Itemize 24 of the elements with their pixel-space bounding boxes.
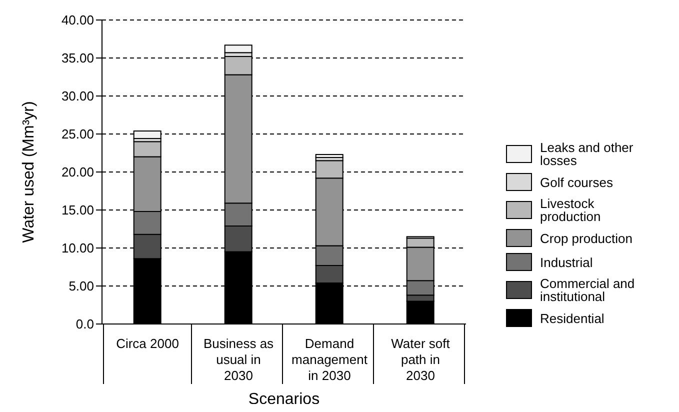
legend-label: Crop production — [540, 230, 634, 246]
legend-label: Industrial — [540, 254, 594, 270]
bar — [315, 154, 344, 158]
legend-label: Residential — [540, 310, 606, 326]
y-tick-label: 10.00 — [61, 240, 94, 256]
x-tick-label: Circa 2000 — [116, 336, 179, 351]
legend-label: Leaks and other losses — [540, 140, 634, 168]
y-axis-title: Water used (Mm³yr) — [20, 101, 38, 243]
x-tick-label: Demand management in 2030 — [292, 336, 368, 383]
y-tick-label: 35.00 — [61, 50, 94, 66]
x-axis-title: Scenarios — [248, 391, 320, 408]
x-tick-label: Business as usual in 2030 — [203, 336, 274, 383]
legend-label: Livestock production — [540, 196, 602, 224]
y-tick-label: 5.00 — [68, 278, 94, 294]
y-tick-label: 0.0 — [76, 316, 94, 332]
y-tick-label: 40.00 — [61, 12, 94, 28]
y-tick-label: 15.00 — [61, 202, 94, 218]
y-tick-label: 30.00 — [61, 88, 94, 104]
y-tick-label: 20.00 — [61, 164, 94, 180]
legend-label: Golf courses — [540, 174, 614, 190]
legend-label: Commercial and institutional — [540, 276, 636, 304]
x-tick-label: Water soft path in 2030 — [391, 336, 450, 383]
bar — [224, 44, 252, 54]
y-tick-label: 25.00 — [61, 126, 94, 142]
